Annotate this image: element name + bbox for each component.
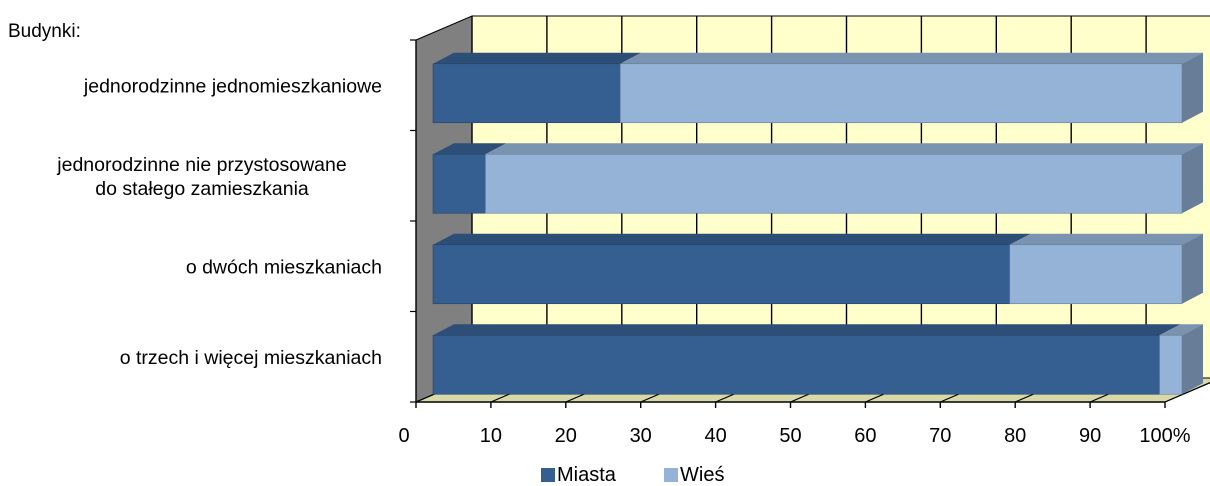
legend-swatch (541, 468, 555, 482)
bar-front-face (619, 63, 1183, 124)
bar-front-face (432, 153, 486, 214)
x-tick-label: 30 (630, 425, 652, 447)
legend-swatch (664, 468, 678, 482)
bar-front-face (432, 244, 1011, 305)
x-tick-label: 0 (398, 425, 409, 447)
x-tick-label: 10 (480, 425, 502, 447)
bar-top-face (485, 143, 1203, 155)
bar-front-face (485, 153, 1183, 214)
bar-front-face (1009, 244, 1183, 305)
gridline-floor (1164, 382, 1210, 403)
category-labels: jednorodzinne jednomieszkaniowe jednorodz… (56, 75, 382, 369)
bar-segment (619, 52, 1203, 124)
bar-segment (432, 233, 1031, 305)
bar-front-face (432, 334, 1160, 395)
y-axis-label: Budynki: (8, 21, 81, 42)
category-label: jednorodzinne nie przystosowane (56, 154, 346, 176)
bar-segment (432, 143, 507, 214)
bar-segment (432, 324, 1181, 395)
bar-top-face (433, 324, 1181, 336)
bar-segment (1159, 324, 1203, 395)
bar-top-face (1009, 233, 1203, 245)
category-label: o trzech i więcej mieszkaniach (120, 347, 382, 369)
x-tick-label: 50 (779, 425, 801, 447)
bar-end-face (1182, 233, 1203, 304)
category-label: o dwóch mieszkaniach (186, 256, 382, 278)
category-label: jednorodzinne jednomieszkaniowe (83, 75, 382, 97)
bar-top-face (620, 52, 1203, 64)
x-tick-label: 40 (704, 425, 726, 447)
bar-segment (485, 143, 1203, 214)
bar-front-face (1159, 334, 1183, 395)
bar-segment (1009, 233, 1203, 305)
bar-top-face (433, 143, 507, 155)
x-axis: 0 10 20 30 40 50 60 70 80 90 100% (398, 39, 1191, 447)
x-tick-label: 80 (1004, 425, 1026, 447)
category-label: do stałego zamieszkania (95, 178, 309, 200)
x-tick-label: 20 (555, 425, 577, 447)
x-tick-label: 90 (1079, 425, 1101, 447)
bar-end-face (1182, 324, 1203, 395)
x-tick-label: 60 (854, 425, 876, 447)
bar-top-face (433, 233, 1031, 245)
bar-segment (432, 52, 642, 124)
legend: Miasta Wieś (541, 464, 724, 486)
bar-top-face (1159, 324, 1203, 336)
x-tick-label: 70 (929, 425, 951, 447)
bar-end-face (1182, 143, 1203, 214)
legend-label: Wieś (680, 464, 724, 486)
bar-top-face (433, 52, 642, 64)
x-tick-label: 100% (1139, 425, 1190, 447)
bar-front-face (432, 63, 621, 124)
bar-end-face (1182, 52, 1203, 123)
legend-label: Miasta (557, 464, 617, 486)
bars (432, 52, 1203, 395)
